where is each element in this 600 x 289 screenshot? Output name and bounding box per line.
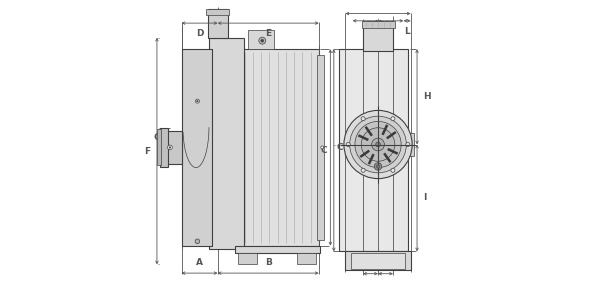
Bar <box>238 253 257 264</box>
Text: A: A <box>196 258 203 267</box>
Bar <box>409 133 413 156</box>
Text: C: C <box>321 146 328 155</box>
Text: B: B <box>265 258 272 267</box>
Circle shape <box>355 121 401 168</box>
Bar <box>248 30 274 49</box>
Bar <box>363 21 393 51</box>
Circle shape <box>361 128 395 161</box>
Circle shape <box>391 168 395 172</box>
Bar <box>182 49 212 246</box>
Text: J: J <box>376 27 380 36</box>
Bar <box>346 251 410 270</box>
Text: K: K <box>374 20 382 29</box>
Circle shape <box>376 142 380 147</box>
Circle shape <box>169 147 171 148</box>
Circle shape <box>261 39 264 42</box>
Bar <box>206 9 229 15</box>
Text: I: I <box>424 193 427 203</box>
Bar <box>233 58 239 237</box>
Circle shape <box>406 142 410 147</box>
Text: G: G <box>382 258 389 267</box>
Bar <box>160 128 167 167</box>
Bar <box>208 9 228 38</box>
Text: L: L <box>404 27 410 36</box>
Bar <box>209 38 244 249</box>
Text: C: C <box>337 143 343 152</box>
Circle shape <box>346 142 350 147</box>
Bar <box>339 49 409 251</box>
Circle shape <box>374 163 382 170</box>
Bar <box>297 253 316 264</box>
Circle shape <box>196 99 199 103</box>
Bar <box>235 246 320 253</box>
Circle shape <box>361 117 365 121</box>
Text: F: F <box>145 147 151 155</box>
Circle shape <box>350 116 406 173</box>
Bar <box>157 129 161 165</box>
Circle shape <box>371 138 385 151</box>
Text: E: E <box>265 29 271 38</box>
Circle shape <box>361 168 365 172</box>
Text: H: H <box>424 92 431 101</box>
Bar <box>236 49 319 246</box>
Bar <box>317 55 323 240</box>
Circle shape <box>167 145 172 150</box>
Circle shape <box>391 117 395 121</box>
Circle shape <box>376 165 380 168</box>
Text: M: M <box>366 258 375 267</box>
Circle shape <box>321 146 323 149</box>
Circle shape <box>197 100 198 102</box>
Text: D: D <box>196 29 203 38</box>
Bar <box>350 253 406 269</box>
Circle shape <box>195 239 200 244</box>
Circle shape <box>259 37 266 44</box>
Bar <box>362 21 395 28</box>
Bar <box>165 131 182 164</box>
Text: G: G <box>154 133 161 142</box>
Circle shape <box>344 110 412 179</box>
